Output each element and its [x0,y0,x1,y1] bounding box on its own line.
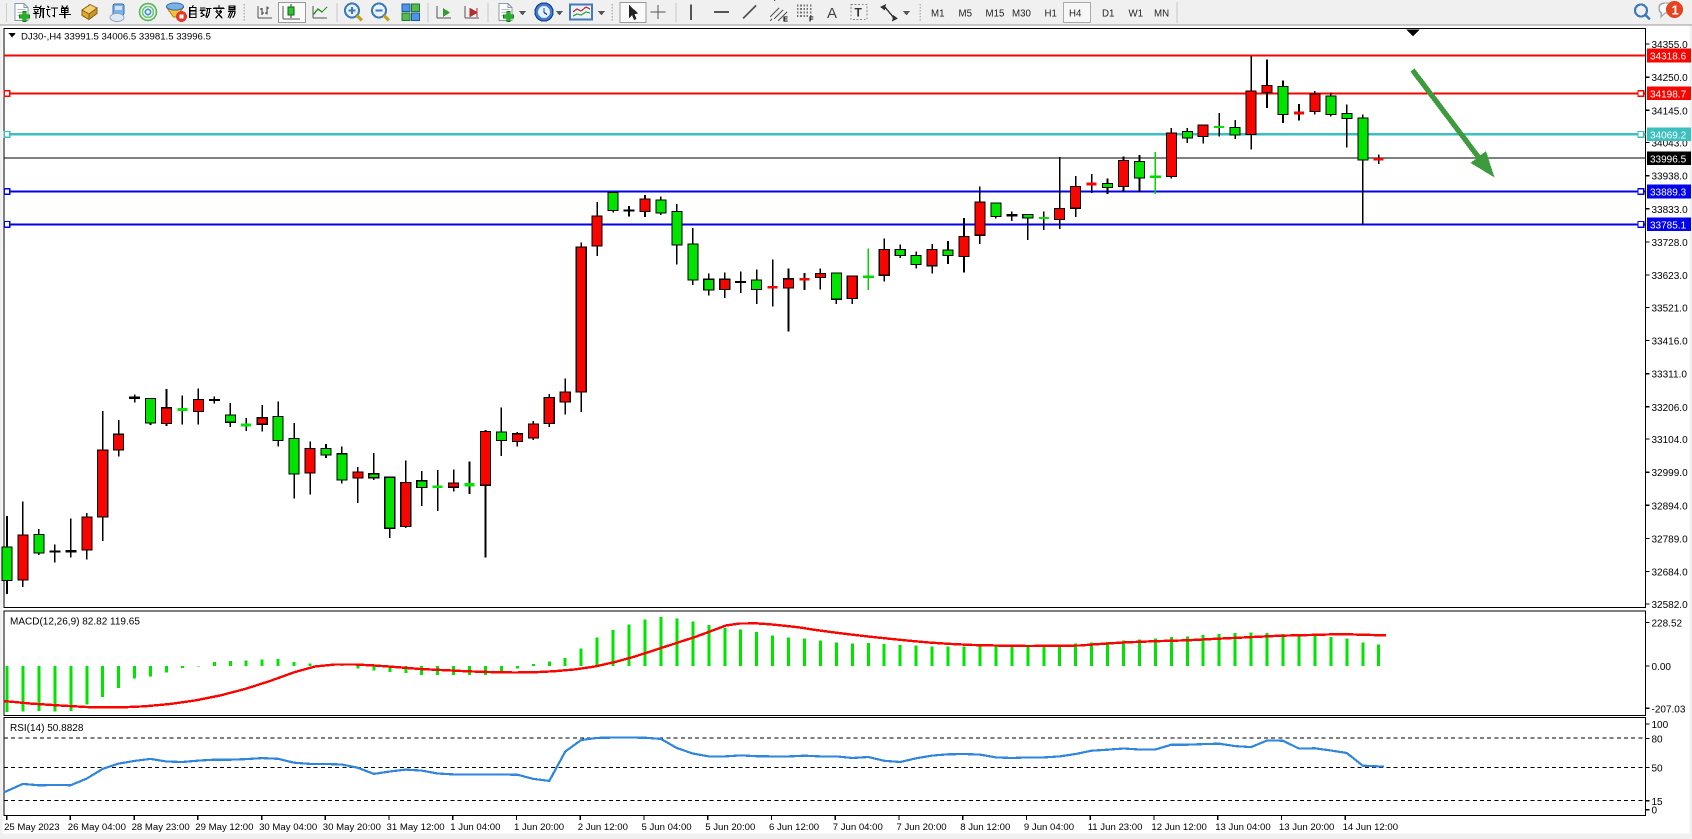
svg-text:33889.3: 33889.3 [1650,188,1687,199]
svg-text:32789.0: 32789.0 [1652,535,1689,546]
svg-text:11 Jun 23:00: 11 Jun 23:00 [1088,822,1143,833]
svg-text:1 Jun 20:00: 1 Jun 20:00 [514,822,564,833]
svg-text:5 Jun 20:00: 5 Jun 20:00 [705,822,755,833]
svg-text:0.00: 0.00 [1652,662,1672,673]
svg-text:RSI(14) 50.8828: RSI(14) 50.8828 [10,723,84,734]
svg-text:DJ30-,H4 33991.5 34006.5 3398: DJ30-,H4 33991.5 34006.5 33981.5 33996.5 [21,32,211,43]
svg-text:34318.6: 34318.6 [1650,52,1687,63]
svg-text:5 Jun 04:00: 5 Jun 04:00 [642,822,692,833]
svg-text:6 Jun 12:00: 6 Jun 12:00 [769,822,819,833]
svg-text:M5: M5 [959,9,972,20]
svg-text:13 Jun 04:00: 13 Jun 04:00 [1215,822,1270,833]
svg-text:33996.5: 33996.5 [1650,154,1687,165]
svg-text:33728.0: 33728.0 [1652,238,1689,249]
svg-text:30 May 04:00: 30 May 04:00 [259,822,317,833]
svg-text:34198.7: 34198.7 [1650,90,1687,101]
svg-text:50: 50 [1652,764,1664,775]
svg-text:33416.0: 33416.0 [1652,337,1689,348]
svg-text:33938.0: 33938.0 [1652,172,1689,183]
svg-text:33104.0: 33104.0 [1652,435,1689,446]
svg-text:M30: M30 [1012,9,1031,20]
svg-text:28 May 23:00: 28 May 23:00 [132,822,190,833]
svg-text:T: T [855,6,863,20]
svg-text:100: 100 [1652,720,1669,731]
svg-text:H4: H4 [1069,9,1082,20]
svg-text:34145.0: 34145.0 [1652,106,1689,117]
svg-text:H1: H1 [1045,9,1057,20]
svg-text:34069.2: 34069.2 [1650,131,1687,142]
svg-text:33521.0: 33521.0 [1652,303,1689,314]
svg-text:15: 15 [1652,797,1664,808]
svg-text:M15: M15 [986,9,1005,20]
svg-text:E: E [783,15,788,24]
svg-text:33206.0: 33206.0 [1652,403,1689,414]
svg-text:34250.0: 34250.0 [1652,73,1689,84]
svg-text:30 May 20:00: 30 May 20:00 [323,822,381,833]
svg-text:8 Jun 12:00: 8 Jun 12:00 [960,822,1010,833]
svg-text:32894.0: 32894.0 [1652,501,1689,512]
svg-text:MN: MN [1154,9,1169,20]
svg-text:M1: M1 [931,9,944,20]
svg-text:34355.0: 34355.0 [1652,40,1689,51]
svg-text:13 Jun 20:00: 13 Jun 20:00 [1279,822,1334,833]
svg-text:33785.1: 33785.1 [1650,221,1687,232]
svg-text:33833.0: 33833.0 [1652,205,1689,216]
svg-text:32684.0: 32684.0 [1652,568,1689,579]
svg-text:33311.0: 33311.0 [1652,370,1688,381]
svg-text:-207.03: -207.03 [1652,704,1686,715]
svg-text:A: A [827,5,837,22]
svg-text:32999.0: 32999.0 [1652,468,1689,479]
svg-text:7 Jun 04:00: 7 Jun 04:00 [833,822,883,833]
svg-text:2 Jun 12:00: 2 Jun 12:00 [578,822,628,833]
svg-text:228.52: 228.52 [1652,619,1683,630]
svg-text:80: 80 [1652,734,1664,745]
svg-text:D1: D1 [1102,9,1114,20]
svg-text:12 Jun 12:00: 12 Jun 12:00 [1151,822,1206,833]
svg-text:31 May 12:00: 31 May 12:00 [387,822,445,833]
svg-text:1 Jun 04:00: 1 Jun 04:00 [450,822,500,833]
svg-text:25 May 2023: 25 May 2023 [4,822,59,833]
svg-text:MACD(12,26,9) 82.82 119.65: MACD(12,26,9) 82.82 119.65 [10,617,140,628]
svg-text:14 Jun 12:00: 14 Jun 12:00 [1343,822,1398,833]
svg-text:9 Jun 04:00: 9 Jun 04:00 [1024,822,1074,833]
svg-text:1: 1 [1672,3,1679,18]
svg-text:29 May 12:00: 29 May 12:00 [195,822,253,833]
svg-text:32582.0: 32582.0 [1652,600,1689,611]
svg-text:F: F [809,15,814,24]
svg-text:7 Jun 20:00: 7 Jun 20:00 [897,822,947,833]
svg-text:33623.0: 33623.0 [1652,271,1689,282]
svg-text:34043.0: 34043.0 [1652,139,1689,150]
svg-text:26 May 04:00: 26 May 04:00 [68,822,126,833]
svg-text:0: 0 [1652,806,1658,817]
svg-text:W1: W1 [1129,9,1144,20]
